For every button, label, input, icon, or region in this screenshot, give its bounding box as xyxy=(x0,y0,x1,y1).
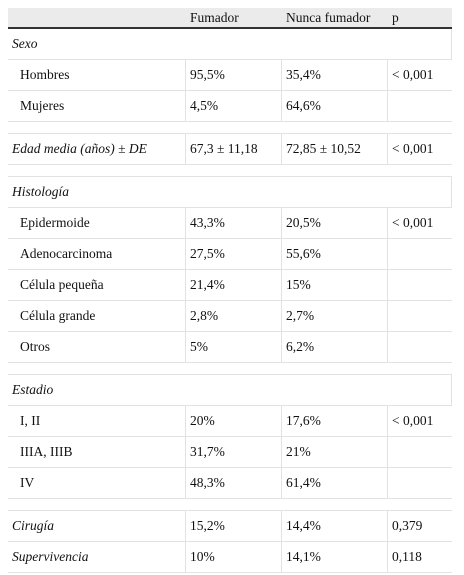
spacer-row xyxy=(8,499,452,511)
cell: 2,7% xyxy=(282,301,388,332)
spacer-row xyxy=(8,122,452,134)
header-cell: Nunca fumador xyxy=(282,8,388,29)
row-label: Célula pequeña xyxy=(8,270,186,301)
cell: 64,6% xyxy=(282,91,388,122)
cell: 15,2% xyxy=(186,511,282,542)
cell: 55,6% xyxy=(282,239,388,270)
row-label: Supervivencia xyxy=(8,542,186,573)
cell: 15% xyxy=(282,270,388,301)
cell: 0,118 xyxy=(388,542,452,573)
row-label: Adenocarcinoma xyxy=(8,239,186,270)
cell xyxy=(388,332,452,363)
cell: 35,4% xyxy=(282,60,388,91)
cell: 67,3 ± 11,18 xyxy=(186,134,282,165)
cell: 5% xyxy=(186,332,282,363)
spacer-row xyxy=(8,363,452,375)
row-label: Hombres xyxy=(8,60,186,91)
header-cell: p xyxy=(388,8,452,29)
cell: 4,5% xyxy=(186,91,282,122)
header-cell xyxy=(8,8,186,29)
cell: 27,5% xyxy=(186,239,282,270)
section-title: Estadio xyxy=(8,375,452,406)
row-label: IIIA, IIIB xyxy=(8,437,186,468)
row-label: IV xyxy=(8,468,186,499)
section-title: Sexo xyxy=(8,29,452,60)
cell xyxy=(388,239,452,270)
row-label: Célula grande xyxy=(8,301,186,332)
cell xyxy=(388,468,452,499)
cell: 14,4% xyxy=(282,511,388,542)
cell: 0,379 xyxy=(388,511,452,542)
cell: 20,5% xyxy=(282,208,388,239)
section-title: Histología xyxy=(8,177,452,208)
row-label: Otros xyxy=(8,332,186,363)
row-label: Epidermoide xyxy=(8,208,186,239)
header-cell: Fumador xyxy=(186,8,282,29)
cell: 6,2% xyxy=(282,332,388,363)
cell: < 0,001 xyxy=(388,60,452,91)
cell: < 0,001 xyxy=(388,406,452,437)
cell xyxy=(388,437,452,468)
row-label: I, II xyxy=(8,406,186,437)
spacer-row xyxy=(8,165,452,177)
cell: 20% xyxy=(186,406,282,437)
cell: < 0,001 xyxy=(388,208,452,239)
cell: 61,4% xyxy=(282,468,388,499)
cell: 14,1% xyxy=(282,542,388,573)
cell: 31,7% xyxy=(186,437,282,468)
cell: 21,4% xyxy=(186,270,282,301)
row-label: Cirugía xyxy=(8,511,186,542)
cell: 48,3% xyxy=(186,468,282,499)
cell: 95,5% xyxy=(186,60,282,91)
cell: 72,85 ± 10,52 xyxy=(282,134,388,165)
cell: < 0,001 xyxy=(388,134,452,165)
cell: 21% xyxy=(282,437,388,468)
row-label: Mujeres xyxy=(8,91,186,122)
cell xyxy=(388,91,452,122)
cell: 17,6% xyxy=(282,406,388,437)
cell xyxy=(388,270,452,301)
row-label: Edad media (años) ± DE xyxy=(8,134,186,165)
cell xyxy=(388,301,452,332)
cell: 10% xyxy=(186,542,282,573)
cell: 43,3% xyxy=(186,208,282,239)
cell: 2,8% xyxy=(186,301,282,332)
